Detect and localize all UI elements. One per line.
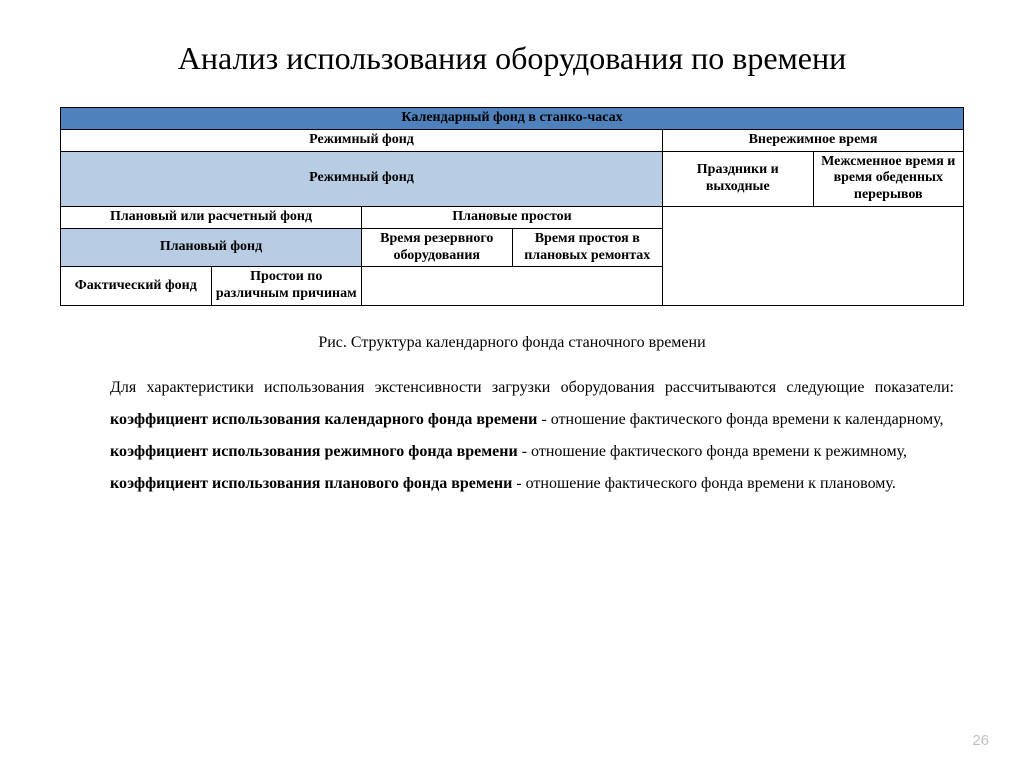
cell-regime-fund-2: Режимный фонд (61, 151, 663, 206)
body-text: Для характеристики использования экстенс… (70, 372, 954, 500)
cell-actual-fund: Фактический фонд (61, 267, 212, 306)
para-coef-calendar: коэффициент использования календарного ф… (70, 404, 954, 436)
page-number: 26 (972, 732, 989, 749)
cell-reserve-time: Время резервного оборудования (362, 228, 513, 267)
para-coef-planned: коэффициент использования планового фонд… (70, 468, 954, 500)
cell-empty-mid (362, 267, 663, 306)
bold-planned: коэффициент использования планового фонд… (110, 475, 516, 492)
text-calendar: - отношение фактического фонда времени к… (537, 411, 943, 428)
cell-calendar-fund: Календарный фонд в станко-часах (61, 108, 964, 130)
cell-planned-fund-2: Плановый фонд (61, 228, 362, 267)
cell-various-idle: Простои по различным причинам (211, 267, 362, 306)
slide-container: Анализ использования оборудования по вре… (0, 0, 1024, 767)
structure-table: Календарный фонд в станко-часах Режимный… (60, 107, 964, 306)
cell-planned-idle: Плановые простои (362, 206, 663, 228)
cell-repair-idle: Время простоя в плановых ремонтах (512, 228, 663, 267)
cell-planned-fund-1: Плановый или расчетный фонд (61, 206, 362, 228)
figure-caption: Рис. Структура календарного фонда станоч… (60, 334, 964, 352)
cell-holidays: Праздники и выходные (663, 151, 814, 206)
bold-calendar: коэффициент использования календарного ф… (110, 411, 537, 428)
text-regime: - отношение фактического фонда времени к… (518, 443, 907, 460)
bold-regime: коэффициент использования режимного фонд… (110, 443, 518, 460)
text-planned: - отношение фактического фонда времени к… (516, 475, 896, 492)
slide-title: Анализ использования оборудования по вре… (60, 40, 964, 77)
cell-out-of-regime: Внережимное время (663, 129, 964, 151)
cell-regime-fund-1: Режимный фонд (61, 129, 663, 151)
cell-intershift: Межсменное время и время обеденных перер… (813, 151, 964, 206)
para-coef-regime: коэффициент использования режимного фонд… (70, 436, 954, 468)
para-intro: Для характеристики использования экстенс… (70, 372, 954, 404)
cell-empty-right (663, 206, 964, 305)
